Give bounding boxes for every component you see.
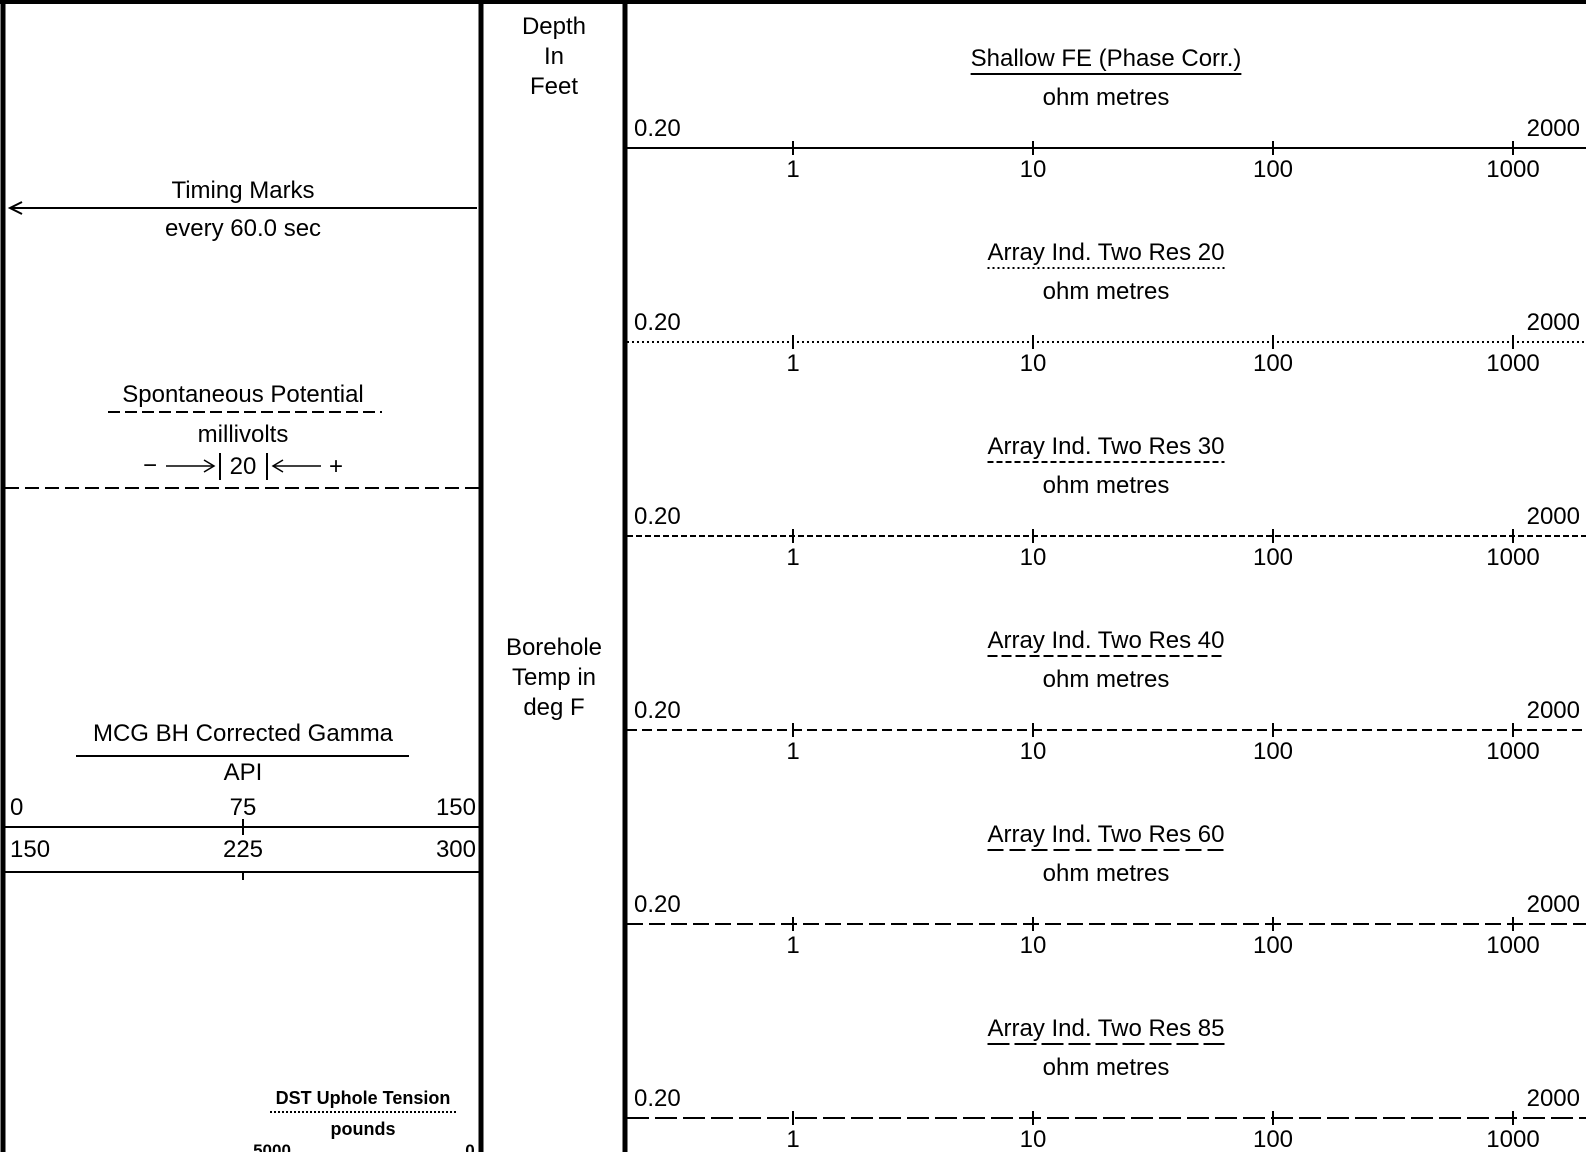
curve-tick-label: 1000 (1486, 350, 1539, 377)
curve-tick-label: 100 (1253, 350, 1293, 377)
curve-tick-label: 100 (1253, 932, 1293, 959)
sp-scale-value: 20 (230, 453, 257, 480)
curve-tick-label: 1000 (1486, 932, 1539, 959)
gamma-scale1-right: 150 (436, 794, 476, 821)
gamma-scale2-right: 300 (436, 836, 476, 863)
curve-scale-max: 2000 (1527, 697, 1580, 724)
curve-scale-max: 2000 (1527, 891, 1580, 918)
curve-scale-min: 0.20 (634, 115, 681, 142)
curve-header: Array Ind. Two Res 30 ohm metres 0.20 2000 1… (627, 433, 1586, 571)
curve-tick-label: 1000 (1486, 738, 1539, 765)
curve-scale-min: 0.20 (634, 1085, 681, 1112)
curve-header: Array Ind. Two Res 20 ohm metres 0.20 2000 1… (627, 239, 1586, 377)
gamma-scale2-mid: 225 (223, 836, 263, 863)
curve-tick-label: 100 (1253, 738, 1293, 765)
curve-unit: ohm metres (1043, 472, 1170, 499)
sp-block: Spontaneous Potential millivolts − 20 + (5, 381, 481, 489)
sp-plus-sign: + (329, 453, 343, 480)
curve-title: Array Ind. Two Res 40 (988, 627, 1225, 654)
curve-tick-label: 1000 (1486, 1126, 1539, 1152)
curve-unit: ohm metres (1043, 1054, 1170, 1081)
curve-tick-label: 1 (786, 156, 799, 183)
curve-title: Array Ind. Two Res 20 (988, 239, 1225, 266)
curve-tick-label: 1 (786, 932, 799, 959)
curve-tick-label: 100 (1253, 544, 1293, 571)
sp-title: Spontaneous Potential (122, 381, 364, 408)
gamma-scale1-left: 0 (10, 794, 23, 821)
curve-scale-min: 0.20 (634, 697, 681, 724)
curve-header: Array Ind. Two Res 60 ohm metres 0.20 2000 1… (627, 821, 1586, 959)
curve-scale-min: 0.20 (634, 309, 681, 336)
curve-tick-label: 10 (1020, 932, 1047, 959)
sp-minus-sign: − (143, 452, 157, 479)
curve-scale-max: 2000 (1527, 503, 1580, 530)
arrow-left-icon (271, 459, 284, 473)
curve-unit: ohm metres (1043, 666, 1170, 693)
depth-track: Depth In Feet Borehole Temp in deg F (506, 13, 602, 721)
resistivity-track: Shallow FE (Phase Corr.) ohm metres 0.20 20… (627, 45, 1586, 1153)
curve-tick-label: 1 (786, 350, 799, 377)
curve-tick-label: 10 (1020, 156, 1047, 183)
curve-header: Array Ind. Two Res 85 ohm metres 0.20 2000 1… (627, 1015, 1586, 1153)
curve-title: Array Ind. Two Res 85 (988, 1015, 1225, 1042)
depth-header-line1: Depth (522, 13, 586, 40)
gamma-scale2-left: 150 (10, 836, 50, 863)
curve-tick-label: 10 (1020, 738, 1047, 765)
curve-tick-label: 1 (786, 544, 799, 571)
curve-tick-label: 100 (1253, 1126, 1293, 1152)
curve-unit: ohm metres (1043, 860, 1170, 887)
temp-label-line3: deg F (523, 694, 584, 721)
gamma-block: MCG BH Corrected Gamma API 0 75 150 150 … (5, 720, 481, 880)
curve-header: Shallow FE (Phase Corr.) ohm metres 0.20 20… (627, 45, 1586, 183)
depth-header-line2: In (544, 43, 564, 70)
arrow-left-icon (7, 201, 23, 215)
curve-unit: ohm metres (1043, 84, 1170, 111)
curve-header: Array Ind. Two Res 40 ohm metres 0.20 2000 1… (627, 627, 1586, 765)
curve-tick-label: 100 (1253, 156, 1293, 183)
gamma-unit: API (224, 759, 263, 786)
curve-title: Array Ind. Two Res 60 (988, 821, 1225, 848)
curve-scale-min: 0.20 (634, 891, 681, 918)
curve-tick-label: 1000 (1486, 156, 1539, 183)
depth-header-line3: Feet (530, 73, 578, 100)
left-track: Timing Marks every 60.0 sec Spontaneous … (5, 177, 481, 1157)
temp-label-line2: Temp in (512, 664, 596, 691)
arrow-right-icon (203, 459, 216, 473)
curve-tick-label: 1 (786, 1126, 799, 1152)
curve-tick-label: 10 (1020, 544, 1047, 571)
curve-scale-min: 0.20 (634, 503, 681, 530)
timing-marks-block: Timing Marks every 60.0 sec (7, 177, 477, 242)
temp-label-line1: Borehole (506, 634, 602, 661)
curve-title: Array Ind. Two Res 30 (988, 433, 1225, 460)
gamma-scale1-mid: 75 (230, 794, 257, 821)
curve-tick-label: 1 (786, 738, 799, 765)
curve-unit: ohm metres (1043, 278, 1170, 305)
curve-tick-label: 10 (1020, 1126, 1047, 1152)
gamma-title: MCG BH Corrected Gamma (93, 720, 394, 747)
tension-block: DST Uphole Tension pounds 5000 0 (253, 1088, 475, 1157)
timing-marks-subtitle: every 60.0 sec (165, 215, 321, 242)
curve-title: Shallow FE (Phase Corr.) (971, 45, 1242, 72)
curve-tick-label: 10 (1020, 350, 1047, 377)
sp-unit: millivolts (198, 421, 289, 448)
curve-scale-max: 2000 (1527, 115, 1580, 142)
tension-title: DST Uphole Tension (276, 1088, 451, 1108)
curve-scale-max: 2000 (1527, 309, 1580, 336)
curve-tick-label: 1000 (1486, 544, 1539, 571)
timing-marks-title: Timing Marks (171, 177, 314, 204)
tension-scale-right: 0 (465, 1141, 474, 1152)
curve-scale-max: 2000 (1527, 1085, 1580, 1112)
tension-scale-left: 5000 (253, 1141, 291, 1152)
tension-unit: pounds (331, 1119, 396, 1139)
